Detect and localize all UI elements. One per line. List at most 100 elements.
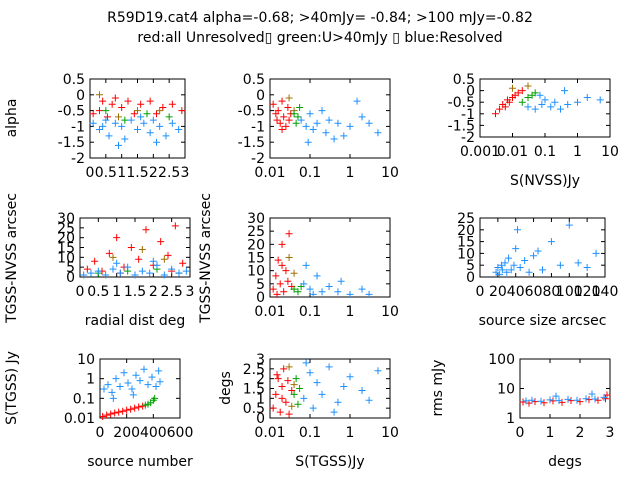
x-axis-label: source number: [87, 454, 193, 470]
data-point-blue: [109, 265, 117, 273]
data-point-blue: [552, 392, 560, 400]
data-point-green: [294, 113, 302, 121]
x-tick-label: 0: [96, 425, 105, 441]
x-tick-label: 3: [186, 284, 195, 300]
data-point-blue: [104, 381, 112, 389]
data-point-blue: [302, 122, 310, 130]
plots-grid: 0.50-0.5-1-1.5-20 0.5 1 1.5 2 2.5 3alpha0.50-0…: [4, 72, 619, 470]
data-point-blue: [325, 116, 333, 124]
data-point-blue: [175, 269, 183, 277]
data-point-red: [103, 411, 111, 419]
data-point-red: [179, 259, 187, 267]
data-point-blue: [530, 252, 538, 260]
data-point-blue: [591, 395, 599, 403]
data-point-red: [278, 383, 286, 391]
data-point-blue: [116, 382, 124, 390]
data-point-red: [492, 110, 500, 118]
data-point-blue: [318, 390, 326, 398]
data-point-blue: [556, 261, 564, 269]
data-point-blue: [551, 98, 559, 106]
data-point-red: [549, 397, 557, 405]
data-point-red: [269, 100, 277, 108]
data-point-red: [274, 375, 282, 383]
data-point-red: [168, 100, 176, 108]
data-point-blue: [116, 269, 124, 277]
x-tick-label: 1: [573, 144, 582, 160]
data-point-blue: [148, 373, 156, 381]
x-tick-label: 10: [381, 425, 399, 441]
x-tick-label: 400: [140, 425, 167, 441]
y-axis-label: alpha: [4, 99, 20, 138]
data-point-blue: [136, 377, 144, 385]
data-point-red: [123, 406, 131, 414]
x-axis-label: S(NVSS)Jy: [510, 173, 580, 189]
data-point-blue: [168, 119, 176, 127]
x-tick-label: 0: [476, 284, 485, 300]
data-point-red: [127, 244, 135, 251]
y-tick-label: 0.01: [64, 411, 95, 427]
data-point-blue: [144, 381, 152, 389]
data-point-red: [91, 257, 99, 265]
data-point-red: [105, 249, 113, 257]
data-point-blue: [374, 367, 382, 375]
data-point-blue: [501, 259, 509, 267]
y-tick-label: -0.5: [238, 104, 265, 120]
data-point-blue: [182, 267, 190, 275]
x-tick-label: 0.5: [95, 165, 117, 181]
data-point-red: [119, 407, 127, 415]
data-point-red: [280, 288, 288, 296]
y-tick-label: -2: [251, 151, 265, 167]
data-point-red: [505, 98, 513, 106]
data-point-blue: [564, 395, 572, 403]
data-point-blue: [365, 119, 373, 127]
data-point-blue: [306, 285, 314, 293]
x-axis-label: source size arcsec: [479, 313, 607, 329]
x-tick-label: 200: [113, 425, 140, 441]
data-point-blue: [600, 393, 608, 401]
data-point-blue: [557, 105, 565, 113]
data-point-green: [296, 385, 304, 392]
x-tick-label: 600: [167, 425, 194, 441]
data-point-red: [130, 110, 138, 118]
data-point-blue: [140, 119, 148, 127]
data-point-blue: [353, 97, 361, 105]
y-tick-label: 20: [57, 231, 75, 247]
data-point-blue: [155, 367, 163, 375]
data-point-red: [278, 394, 286, 402]
plot-frame: [79, 217, 191, 278]
data-point-red: [276, 280, 284, 288]
data-point-blue: [112, 375, 120, 383]
data-point-blue: [140, 365, 148, 373]
plot-frame: [99, 358, 181, 419]
data-point-green: [290, 110, 298, 118]
y-tick-label: -1.5: [238, 135, 265, 151]
data-point-blue: [534, 247, 542, 255]
x-tick-label: 0.1: [534, 144, 556, 160]
data-point-blue: [149, 116, 157, 124]
data-point-blue: [497, 261, 505, 269]
data-point-blue: [516, 264, 524, 272]
data-point-blue: [507, 266, 515, 274]
data-point-blue: [555, 397, 563, 405]
data-point-red: [278, 97, 286, 105]
data-point-red: [83, 265, 91, 273]
data-point-blue: [524, 103, 532, 111]
data-point-red: [285, 116, 293, 124]
y-tick-label: 0.5: [453, 72, 475, 88]
data-point-blue: [538, 101, 546, 109]
data-point-blue: [304, 138, 312, 146]
data-point-blue: [531, 105, 539, 113]
data-point-blue: [596, 96, 604, 104]
data-point-blue: [330, 135, 338, 143]
data-point-green: [290, 390, 298, 398]
data-point-red: [519, 398, 527, 406]
data-point-blue: [128, 385, 136, 393]
data-point-red: [274, 107, 282, 115]
data-point-red: [273, 371, 281, 379]
x-tick-label: 120: [574, 284, 601, 300]
x-tick-label: 10: [601, 144, 619, 160]
data-point-red: [103, 113, 111, 121]
data-point-blue: [108, 388, 116, 396]
